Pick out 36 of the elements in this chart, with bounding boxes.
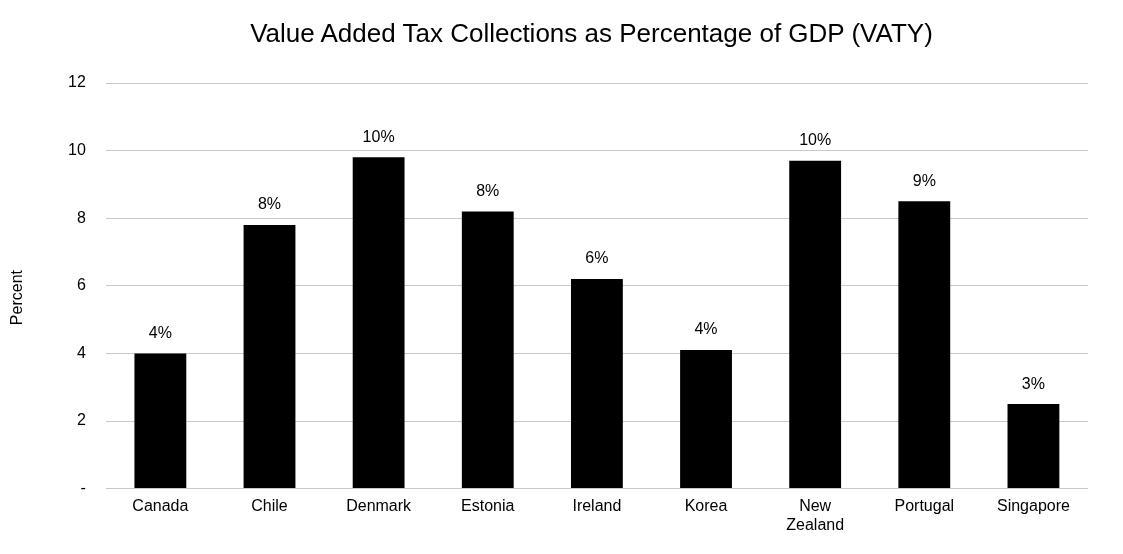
bar xyxy=(134,353,187,489)
data-label: 8% xyxy=(257,195,282,213)
data-label: 10% xyxy=(362,127,395,145)
y-tick-label: - xyxy=(80,479,86,497)
data-label: 10% xyxy=(799,131,832,149)
chart-title: Value Added Tax Collections as Percentage of GDP (VATY) xyxy=(249,17,934,50)
bar xyxy=(789,160,842,489)
data-label: 9% xyxy=(912,171,936,189)
bar xyxy=(570,279,623,489)
data-label: 6% xyxy=(585,249,609,267)
x-tick-label: Ireland xyxy=(572,496,622,514)
x-tick-label: Canada xyxy=(132,496,189,514)
bar xyxy=(461,211,514,489)
bar xyxy=(243,224,296,489)
y-tick-label: 8 xyxy=(76,208,86,226)
bar xyxy=(352,157,405,489)
y-tick-label: 6 xyxy=(76,276,86,294)
x-tick-label: Portugal xyxy=(894,496,955,514)
y-axis-title: Percent xyxy=(8,270,26,326)
data-label: 3% xyxy=(1021,374,1045,392)
y-tick-label: 4 xyxy=(76,343,86,361)
x-tick-label: New Zealand xyxy=(786,496,845,533)
y-tick-label: 10 xyxy=(68,141,86,159)
bar xyxy=(680,350,732,489)
data-label: 4% xyxy=(694,320,718,338)
x-tick-label: Korea xyxy=(684,496,728,514)
x-tick-label: Estonia xyxy=(461,496,515,514)
bar xyxy=(1007,404,1060,489)
data-label: 8% xyxy=(476,181,500,199)
x-tick-label: Singapore xyxy=(996,496,1070,514)
y-tick-label: 2 xyxy=(76,411,86,429)
x-tick-label: Chile xyxy=(251,496,288,514)
data-label: 4% xyxy=(148,323,172,341)
bar xyxy=(898,201,951,489)
x-tick-label: Denmark xyxy=(346,496,413,514)
y-tick-label: 12 xyxy=(68,73,86,91)
